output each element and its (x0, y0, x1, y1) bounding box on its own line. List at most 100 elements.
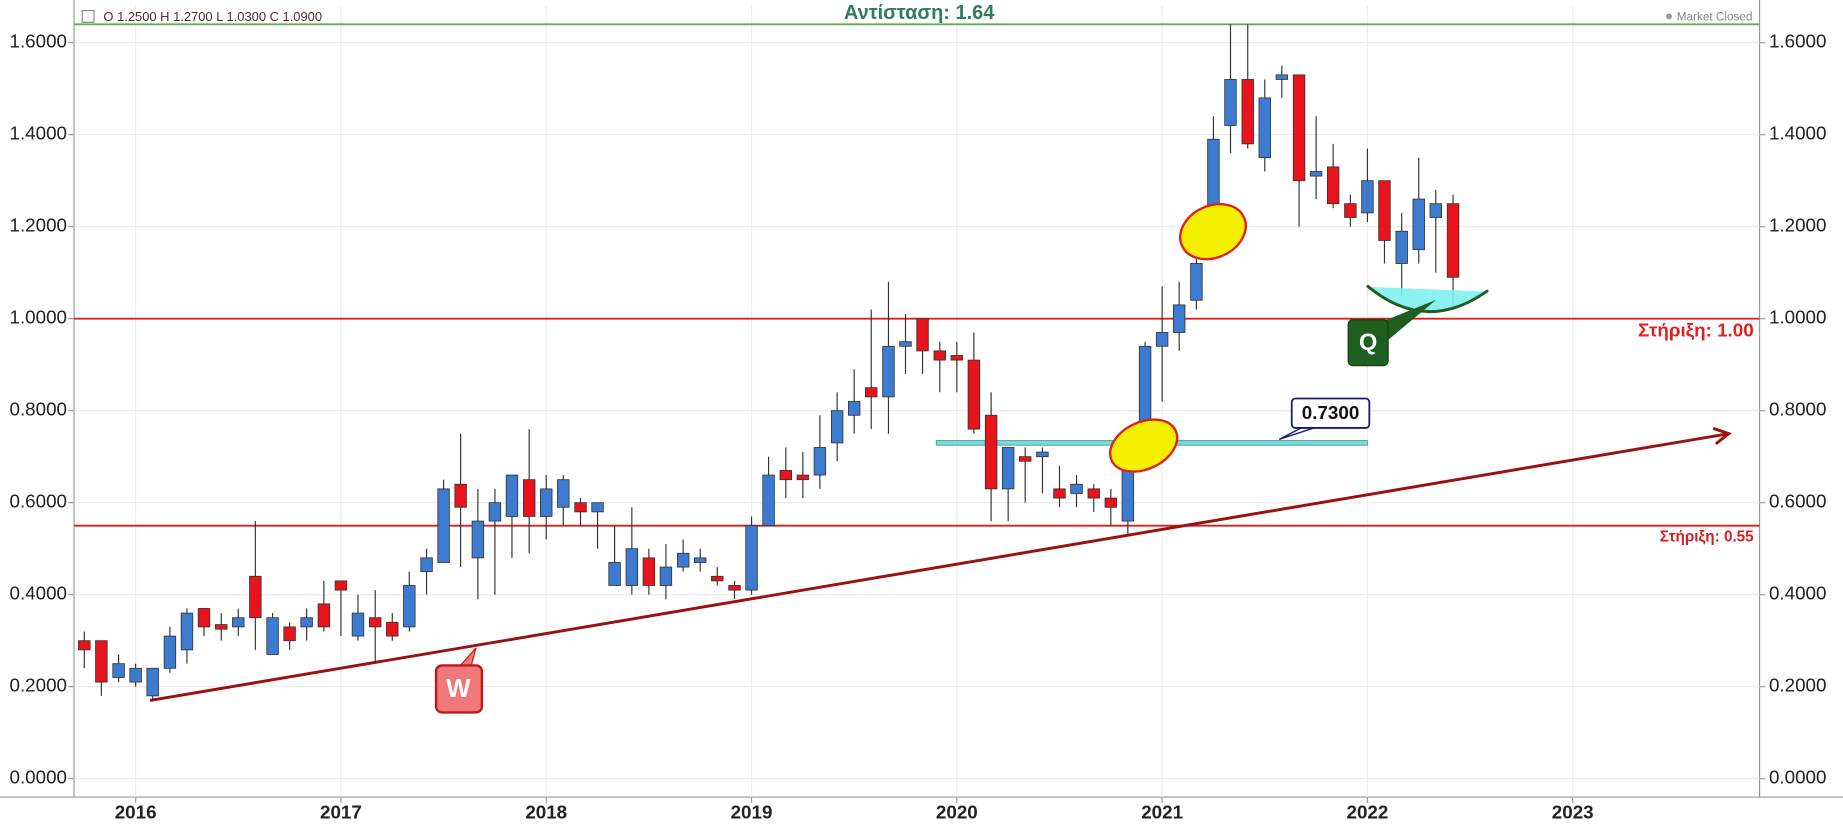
candle-body (403, 585, 416, 628)
x-tick-label: 2020 (936, 802, 978, 823)
status-dot (1666, 13, 1672, 20)
candle-body (1172, 304, 1186, 333)
candle-body (488, 502, 502, 522)
candle-body (899, 341, 912, 347)
candle-body (95, 640, 108, 683)
x-tick-label: 2017 (320, 802, 362, 823)
header-icon (81, 9, 95, 23)
candle-body (369, 617, 382, 628)
level-label: Στήριξη: 0.55 (1660, 528, 1754, 545)
candle-body (420, 557, 433, 573)
candle-body (283, 626, 296, 642)
x-tick-label: 2018 (525, 802, 567, 823)
callout-text: W (446, 675, 471, 703)
y-tick-label: 0.4000 (1769, 583, 1826, 604)
candle-body (1361, 180, 1374, 214)
ohlc-header: O 1.2500 H 1.2700 L 1.0300 C 1.0900 (103, 9, 322, 24)
y-tick-label: 1.0000 (1769, 307, 1826, 328)
candle-body (745, 525, 758, 591)
price-label: 0.7300 (1302, 402, 1359, 423)
candle-body (454, 483, 467, 508)
candle-body (232, 617, 245, 628)
candle-body (1121, 465, 1135, 522)
candle-body (608, 562, 621, 586)
marks (74, 23, 1760, 702)
candle-body (779, 470, 793, 481)
candle-body (197, 608, 211, 628)
y-tick-label: 0.8000 (1769, 399, 1826, 420)
candle-body (1070, 483, 1083, 494)
callout-pointer (1375, 299, 1437, 341)
market-status: Market Closed (1677, 11, 1753, 24)
y-tick-label: 1.6000 (1769, 31, 1826, 52)
candle-body (266, 617, 279, 655)
x-tick-label: 2022 (1347, 802, 1389, 823)
x-tick-label: 2019 (731, 802, 773, 823)
cup-shape (1369, 286, 1485, 311)
candle-body (471, 520, 485, 559)
highlight-ellipse (1179, 202, 1247, 261)
candle-body (1001, 447, 1015, 490)
price-label-pointer (1278, 426, 1318, 441)
y-tick-label: 1.0000 (10, 307, 67, 328)
candle-body (847, 401, 861, 416)
candle-body (1412, 198, 1425, 251)
trend-line (149, 432, 1729, 702)
candle-body (984, 414, 998, 490)
candle-body (642, 557, 656, 586)
candle-body (625, 548, 639, 586)
y-tick-label: 0.8000 (10, 399, 67, 420)
candle-body (351, 612, 365, 637)
candle-body (1104, 497, 1118, 508)
candle-body (1258, 97, 1271, 159)
y-tick-label: 0.4000 (10, 583, 67, 604)
labels: 0.0000 0.0000 0.2000 0.2000 0.4000 0.4000 0.60… (10, 2, 1827, 823)
x-tick-label: 2021 (1141, 802, 1183, 823)
candle-body (505, 474, 519, 517)
candle-body (762, 474, 775, 527)
candle-body (1446, 203, 1460, 278)
candle-body (163, 635, 177, 669)
candle-body (1190, 263, 1203, 301)
trend-arrowhead (1712, 426, 1732, 446)
y-tick-label: 0.0000 (1769, 767, 1826, 788)
candle-body (676, 552, 690, 568)
callout-box (1347, 319, 1389, 367)
candle-body (1344, 203, 1357, 218)
candle-body (950, 355, 964, 361)
candle-body (300, 617, 313, 628)
candle-body (916, 318, 929, 352)
candle-body (796, 474, 810, 481)
candle-body (694, 557, 707, 563)
y-tick-label: 0.2000 (1769, 675, 1826, 696)
candle-body (180, 612, 194, 651)
y-tick-label: 1.2000 (10, 215, 67, 236)
candle-body (249, 575, 262, 619)
candle-body (711, 575, 724, 582)
candle-body (1429, 203, 1442, 218)
candle-body (591, 502, 604, 513)
candle-body (215, 624, 228, 630)
candle-body (882, 345, 895, 398)
candle-body (1378, 180, 1391, 241)
x-tick-label: 2023 (1552, 802, 1594, 823)
level-label: Στήριξη: 1.00 (1638, 320, 1754, 342)
cup-curve (1366, 284, 1489, 314)
y-tick-label: 0.0000 (10, 767, 67, 788)
candle-body (1241, 79, 1254, 145)
candle-body (78, 640, 91, 651)
y-tick-label: 1.2000 (1769, 215, 1826, 236)
price-label-box (1290, 397, 1371, 429)
candle-body (1309, 171, 1323, 177)
y-tick-label: 0.6000 (10, 491, 67, 512)
candle-body (574, 502, 587, 513)
candle-body (728, 585, 741, 591)
candle-body (1087, 488, 1100, 499)
callout-box (434, 664, 484, 714)
candle-body (659, 566, 673, 586)
candle-body (146, 667, 159, 697)
candle-body (1395, 230, 1408, 264)
